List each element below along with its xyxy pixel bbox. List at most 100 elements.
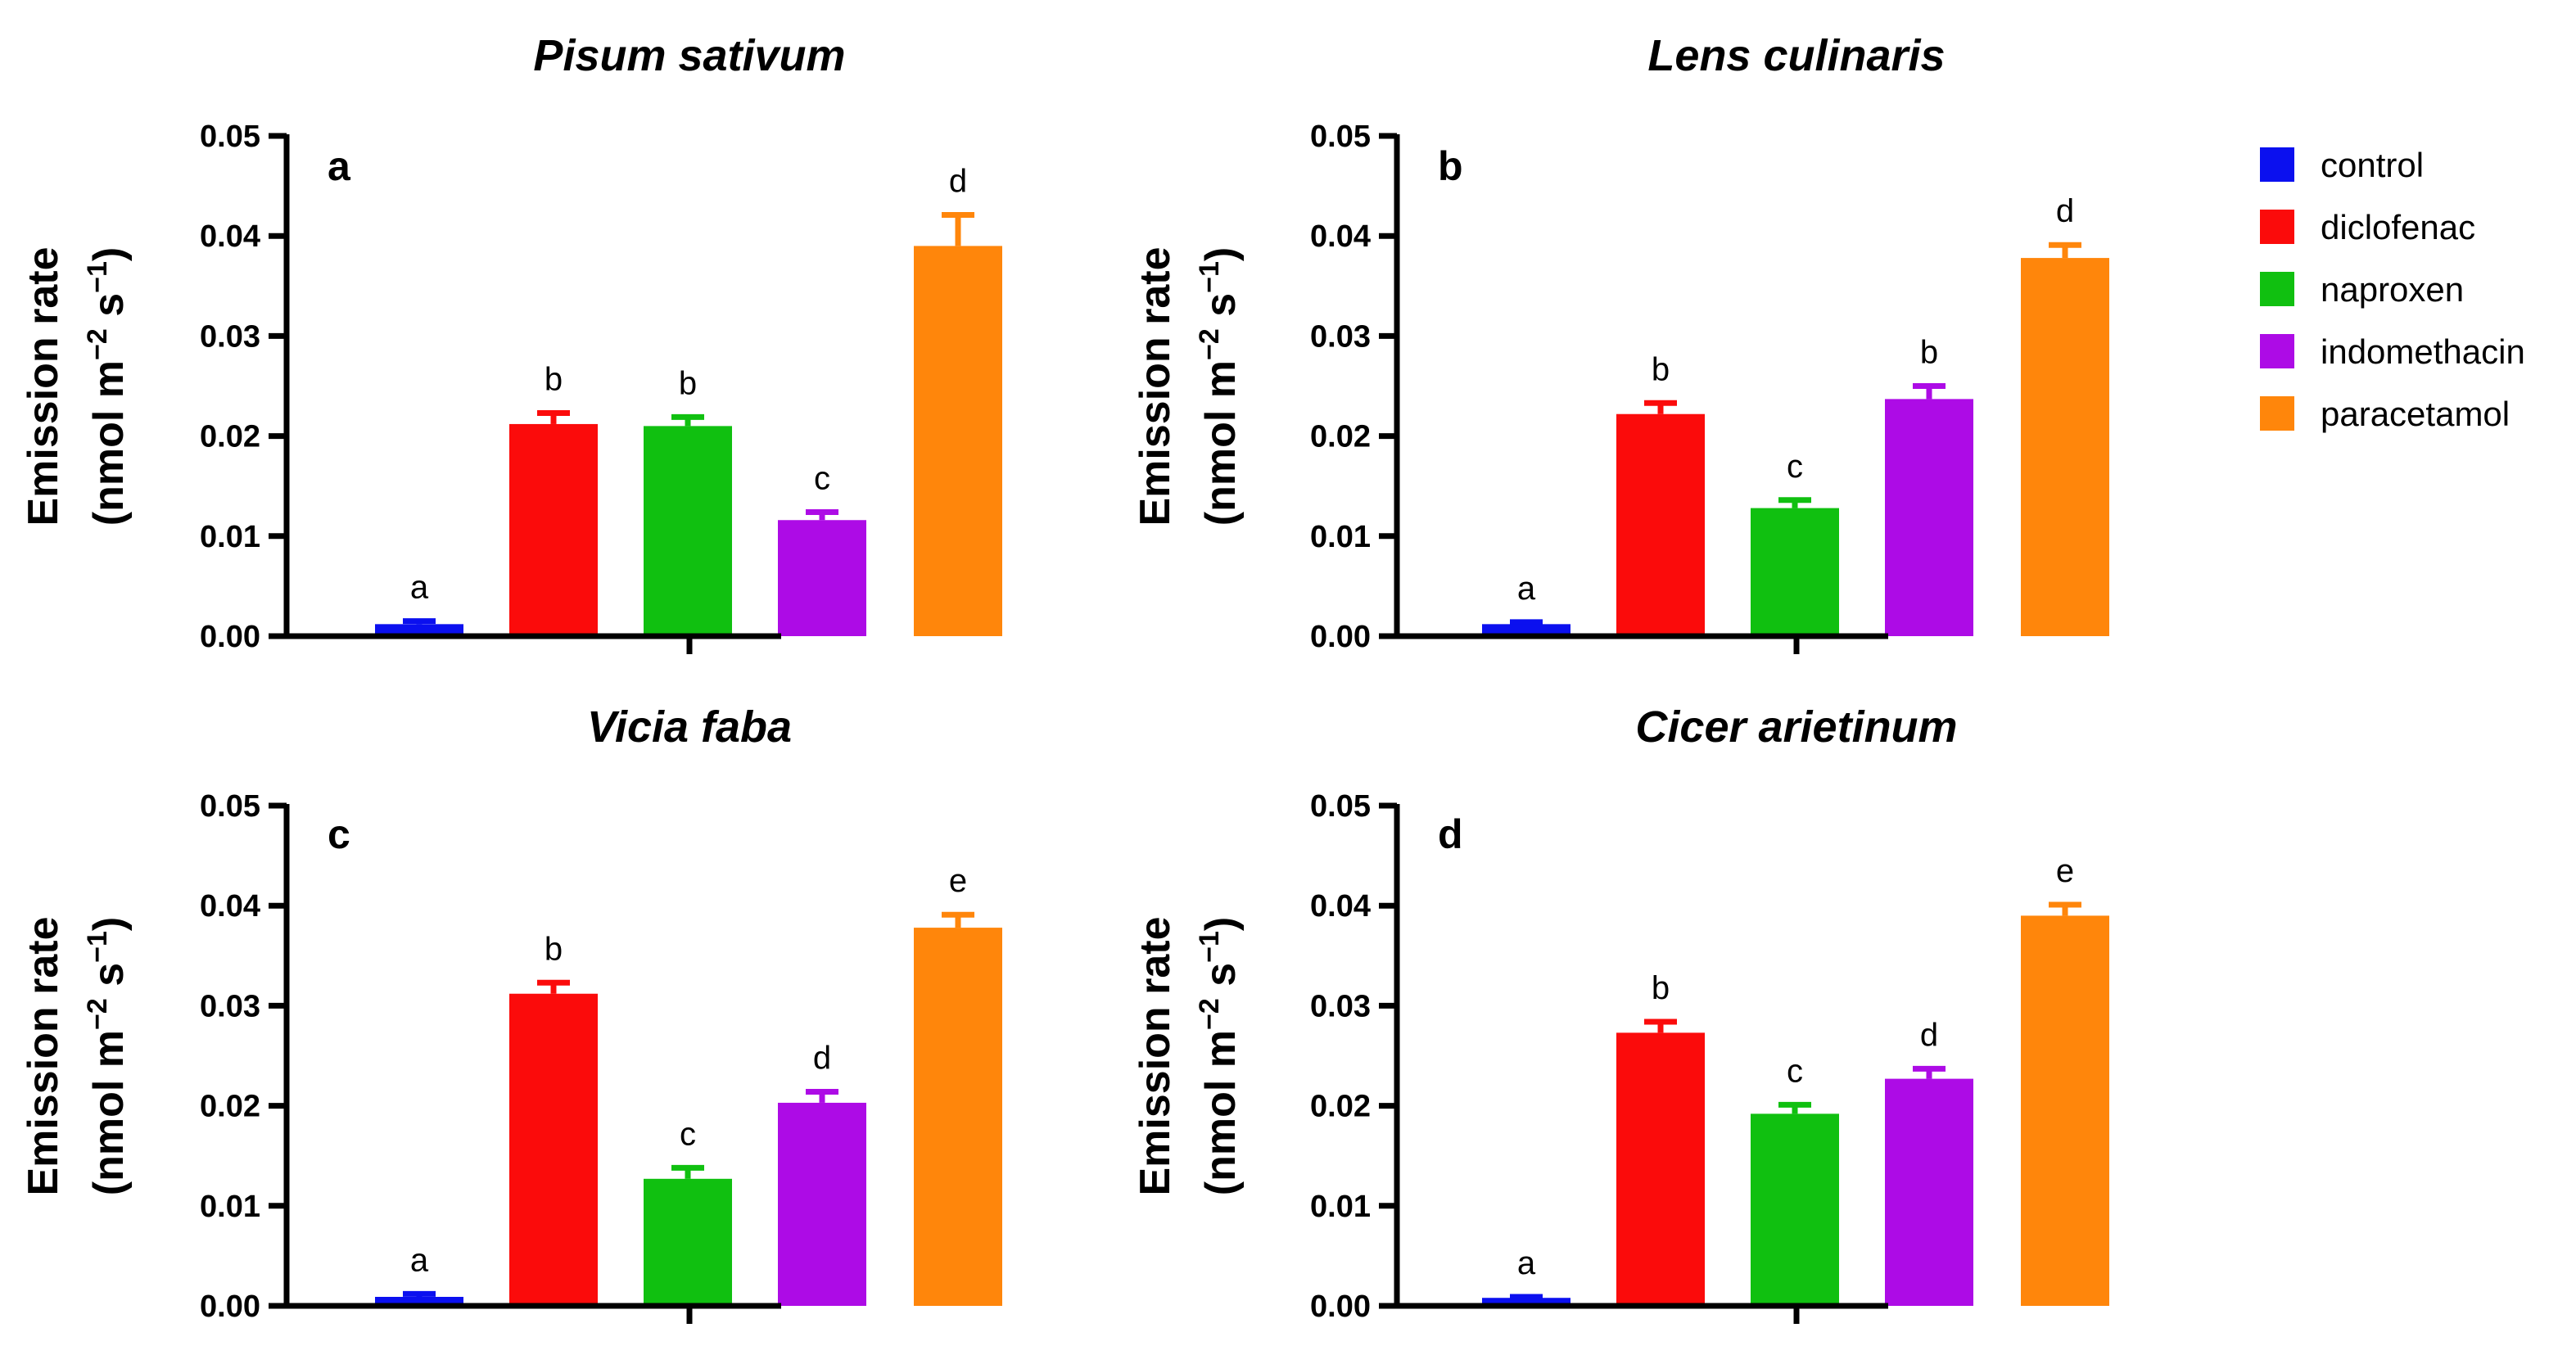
significance-letter: b [1652,351,1670,387]
bar-paracetamol [914,928,1002,1306]
significance-letter: c [814,460,830,496]
y-tick-label: 0.05 [1310,120,1371,154]
significance-letter: b [1920,335,1938,371]
panel-letter: a [328,143,351,189]
unit-exponent: −2 [82,328,113,360]
panel-letter: b [1438,143,1463,189]
bar-diclofenac [1616,413,1705,636]
legend-swatch-diclofenac [2260,210,2294,244]
y-axis-units: (nmol m−2 s−1) [82,247,133,526]
y-tick-label: 0.02 [1310,1090,1371,1124]
significance-letter: a [1517,571,1536,607]
unit-text: (nmol m [1197,360,1245,526]
unit-text: (nmol m [85,360,133,526]
significance-letter: d [2056,193,2074,229]
y-tick-label: 0.05 [200,789,260,824]
legend-label-naproxen: naproxen [2321,270,2464,309]
unit-text: (nmol m [85,1030,133,1195]
panel-letter: c [328,811,350,857]
y-tick-label: 0.01 [1310,1190,1371,1224]
panel-title: Lens culinaris [1647,31,1945,80]
bar-paracetamol [2021,258,2109,636]
y-axis-units: (nmol m−2 s−1) [1194,247,1245,526]
significance-letter: b [1652,970,1670,1006]
y-tick-label: 0.04 [1310,889,1371,924]
bar-diclofenac [509,423,598,636]
y-tick-label: 0.04 [1310,219,1371,254]
significance-letter: b [545,931,563,967]
significance-letter: a [410,570,429,606]
bar-indomethacin [1885,399,1973,636]
legend-label-diclofenac: diclofenac [2321,208,2475,246]
unit-exponent: −2 [1194,998,1225,1030]
y-tick-label: 0.04 [200,219,260,254]
legend-swatch-naproxen [2260,272,2294,306]
significance-letter: d [949,164,967,200]
significance-letter: e [949,863,967,899]
chart-panel-c: Vicia faba c 0.00 0.01 0.02 0.03 0.04 0.05 Emiss… [20,702,1002,1324]
unit-exponent: −1 [1194,261,1225,293]
y-tick-label: 0.00 [200,620,260,654]
bar-naproxen [1751,508,1839,636]
y-tick-label: 0.01 [200,1190,260,1224]
y-tick-label: 0.01 [1310,520,1371,554]
y-tick-label: 0.01 [200,520,260,554]
y-tick-label: 0.03 [1310,989,1371,1023]
significance-letter: b [545,361,563,397]
unit-exponent: −1 [82,261,113,293]
panel-title: Pisum sativum [533,31,845,80]
bar-control [375,1297,463,1306]
unit-text: ) [1197,247,1245,261]
bar-indomethacin [778,520,866,636]
y-axis-units: (nmol m−2 s−1) [1194,917,1245,1195]
bar-paracetamol [914,246,1002,636]
significance-letter: e [2056,853,2074,889]
y-tick-label: 0.03 [200,989,260,1023]
y-tick-label: 0.03 [200,319,260,354]
significance-letter: c [680,1116,696,1152]
legend-swatch-paracetamol [2260,396,2294,431]
y-axis-units: (nmol m−2 s−1) [82,917,133,1195]
y-tick-label: 0.00 [1310,620,1371,654]
y-tick-label: 0.00 [200,1289,260,1324]
unit-text: s [85,963,133,998]
unit-exponent: −1 [1194,931,1225,963]
significance-letter: d [813,1040,831,1076]
unit-text: ) [85,247,133,261]
unit-exponent: −2 [1194,328,1225,360]
y-tick-label: 0.05 [200,120,260,154]
unit-text: s [85,293,133,328]
bar-paracetamol [2021,915,2109,1306]
significance-letter: a [410,1242,429,1278]
legend-label-paracetamol: paracetamol [2321,395,2510,433]
legend-swatch-control [2260,147,2294,182]
bar-naproxen [1751,1113,1839,1306]
y-axis-title: Emission rate [20,916,67,1195]
significance-letter: c [1787,1053,1803,1089]
unit-exponent: −1 [82,931,113,963]
legend-swatch-indomethacin [2260,334,2294,368]
y-tick-label: 0.04 [200,889,260,924]
unit-text: (nmol m [1197,1030,1245,1195]
y-axis-title: Emission rate [1132,246,1179,526]
chart-panel-a: Pisum sativum a 0.00 0.01 0.02 0.03 0.04 0.05 Em… [20,31,1002,654]
significance-letter: b [679,365,697,401]
unit-text: s [1197,963,1245,998]
unit-text: ) [1197,917,1245,931]
y-tick-label: 0.03 [1310,319,1371,354]
y-tick-label: 0.02 [1310,420,1371,454]
chart-panel-d: Cicer arietinum d 0.00 0.01 0.02 0.03 0.04 0.05… [1132,702,2109,1324]
panel-title: Cicer arietinum [1635,702,1957,752]
bar-diclofenac [509,993,598,1306]
unit-exponent: −2 [82,998,113,1030]
bar-control [1482,1298,1570,1306]
bar-control [1482,624,1570,636]
unit-text: s [1197,293,1245,328]
bar-diclofenac [1616,1032,1705,1306]
legend: control diclofenac naproxen indomethacin par… [2260,146,2525,433]
bar-naproxen [644,426,732,636]
bar-indomethacin [778,1102,866,1306]
y-axis-title: Emission rate [1132,916,1179,1195]
significance-letter: c [1787,449,1803,485]
